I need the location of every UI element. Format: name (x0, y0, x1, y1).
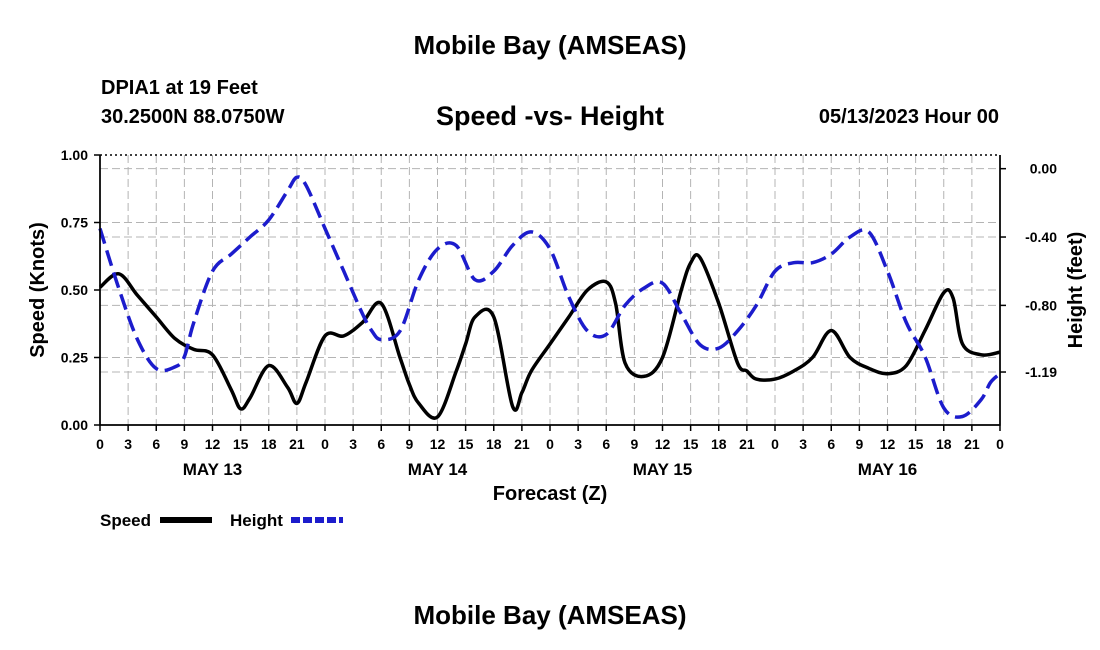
x-axis-tick-label: 12 (655, 436, 671, 452)
x-axis-tick-label: 9 (855, 436, 863, 452)
right-axis-tick-label: -1.19 (1025, 364, 1057, 380)
x-axis-tick-label: 0 (321, 436, 329, 452)
day-label: MAY 16 (858, 460, 918, 479)
x-axis-tick-label: 6 (377, 436, 385, 452)
left-axis-tick-label: 0.50 (61, 282, 88, 298)
x-axis-tick-label: 15 (458, 436, 474, 452)
legend-speed-label: Speed (100, 511, 151, 530)
height-series-line (98, 175, 1002, 419)
x-axis-tick-label: 12 (205, 436, 221, 452)
x-axis-label: Forecast (Z) (493, 483, 607, 505)
x-axis-tick-label: 0 (96, 436, 104, 452)
left-axis-tick-label: 0.25 (61, 350, 88, 366)
x-axis-tick-label: 18 (486, 436, 502, 452)
x-axis-tick-label: 0 (996, 436, 1004, 452)
footer-title: Mobile Bay (AMSEAS) (413, 600, 687, 630)
x-axis-tick-label: 6 (602, 436, 610, 452)
speed-height-chart: 0.00 0.25 0.50 0.75 1.00 0.00 -0.40 -0.80 -1.19… (27, 147, 1087, 530)
left-axis-tick-label: 1.00 (61, 147, 88, 163)
x-axis-tick-label: 0 (771, 436, 779, 452)
day-label: MAY 15 (633, 460, 693, 479)
chart-grid (100, 155, 1000, 425)
day-label: MAY 14 (408, 460, 468, 479)
x-axis-tick-label: 15 (908, 436, 924, 452)
x-axis-tick-label: 3 (799, 436, 807, 452)
bottom-axis: 0 3 6 9 12 15 18 21 0 3 6 9 12 15 18 21 0 3 6 9 12 15 18 21 0 3 6 9… (96, 425, 1004, 479)
speed-series-line (98, 253, 1001, 420)
x-axis-tick-label: 18 (711, 436, 727, 452)
x-axis-tick-label: 21 (514, 436, 530, 452)
station-label: DPIA1 at 19 Feet (101, 77, 258, 99)
x-axis-tick-label: 15 (683, 436, 699, 452)
x-axis-tick-label: 12 (430, 436, 446, 452)
x-axis-tick-label: 6 (827, 436, 835, 452)
x-axis-tick-label: 3 (124, 436, 132, 452)
series-layer (98, 175, 1002, 420)
x-axis-tick-label: 9 (180, 436, 188, 452)
x-axis-tick-label: 21 (739, 436, 755, 452)
x-axis-tick-label: 9 (630, 436, 638, 452)
chart-subtitle: Speed -vs- Height (435, 101, 665, 131)
x-axis-tick-label: 6 (152, 436, 160, 452)
left-y-axis-label: Speed (Knots) (27, 222, 49, 358)
left-axis: 0.00 0.25 0.50 0.75 1.00 (61, 147, 100, 433)
right-axis: 0.00 -0.40 -0.80 -1.19 (1000, 161, 1057, 380)
x-axis-tick-label: 18 (261, 436, 277, 452)
x-axis-tick-label: 3 (574, 436, 582, 452)
day-label: MAY 13 (183, 460, 243, 479)
x-axis-tick-label: 15 (233, 436, 249, 452)
left-axis-tick-label: 0.00 (61, 417, 88, 433)
forecast-datetime: 05/13/2023 Hour 00 (818, 106, 999, 128)
legend-height-label: Height (230, 511, 283, 530)
right-axis-tick-label: -0.80 (1025, 297, 1057, 313)
x-axis-tick-label: 0 (546, 436, 554, 452)
x-axis-tick-label: 3 (349, 436, 357, 452)
x-axis-tick-label: 9 (405, 436, 413, 452)
right-y-axis-label: Height (feet) (1065, 232, 1087, 349)
right-axis-tick-label: -0.40 (1025, 229, 1057, 245)
chart-title: Mobile Bay (AMSEAS) (413, 30, 687, 60)
x-axis-tick-label: 21 (964, 436, 980, 452)
x-axis-tick-label: 12 (880, 436, 896, 452)
coordinates-label: 30.2500N 88.0750W (101, 106, 285, 128)
x-axis-tick-label: 18 (936, 436, 952, 452)
left-axis-tick-label: 0.75 (61, 215, 88, 231)
legend: Speed Height (100, 511, 343, 530)
right-axis-tick-label: 0.00 (1030, 161, 1057, 177)
x-axis-tick-label: 21 (289, 436, 305, 452)
